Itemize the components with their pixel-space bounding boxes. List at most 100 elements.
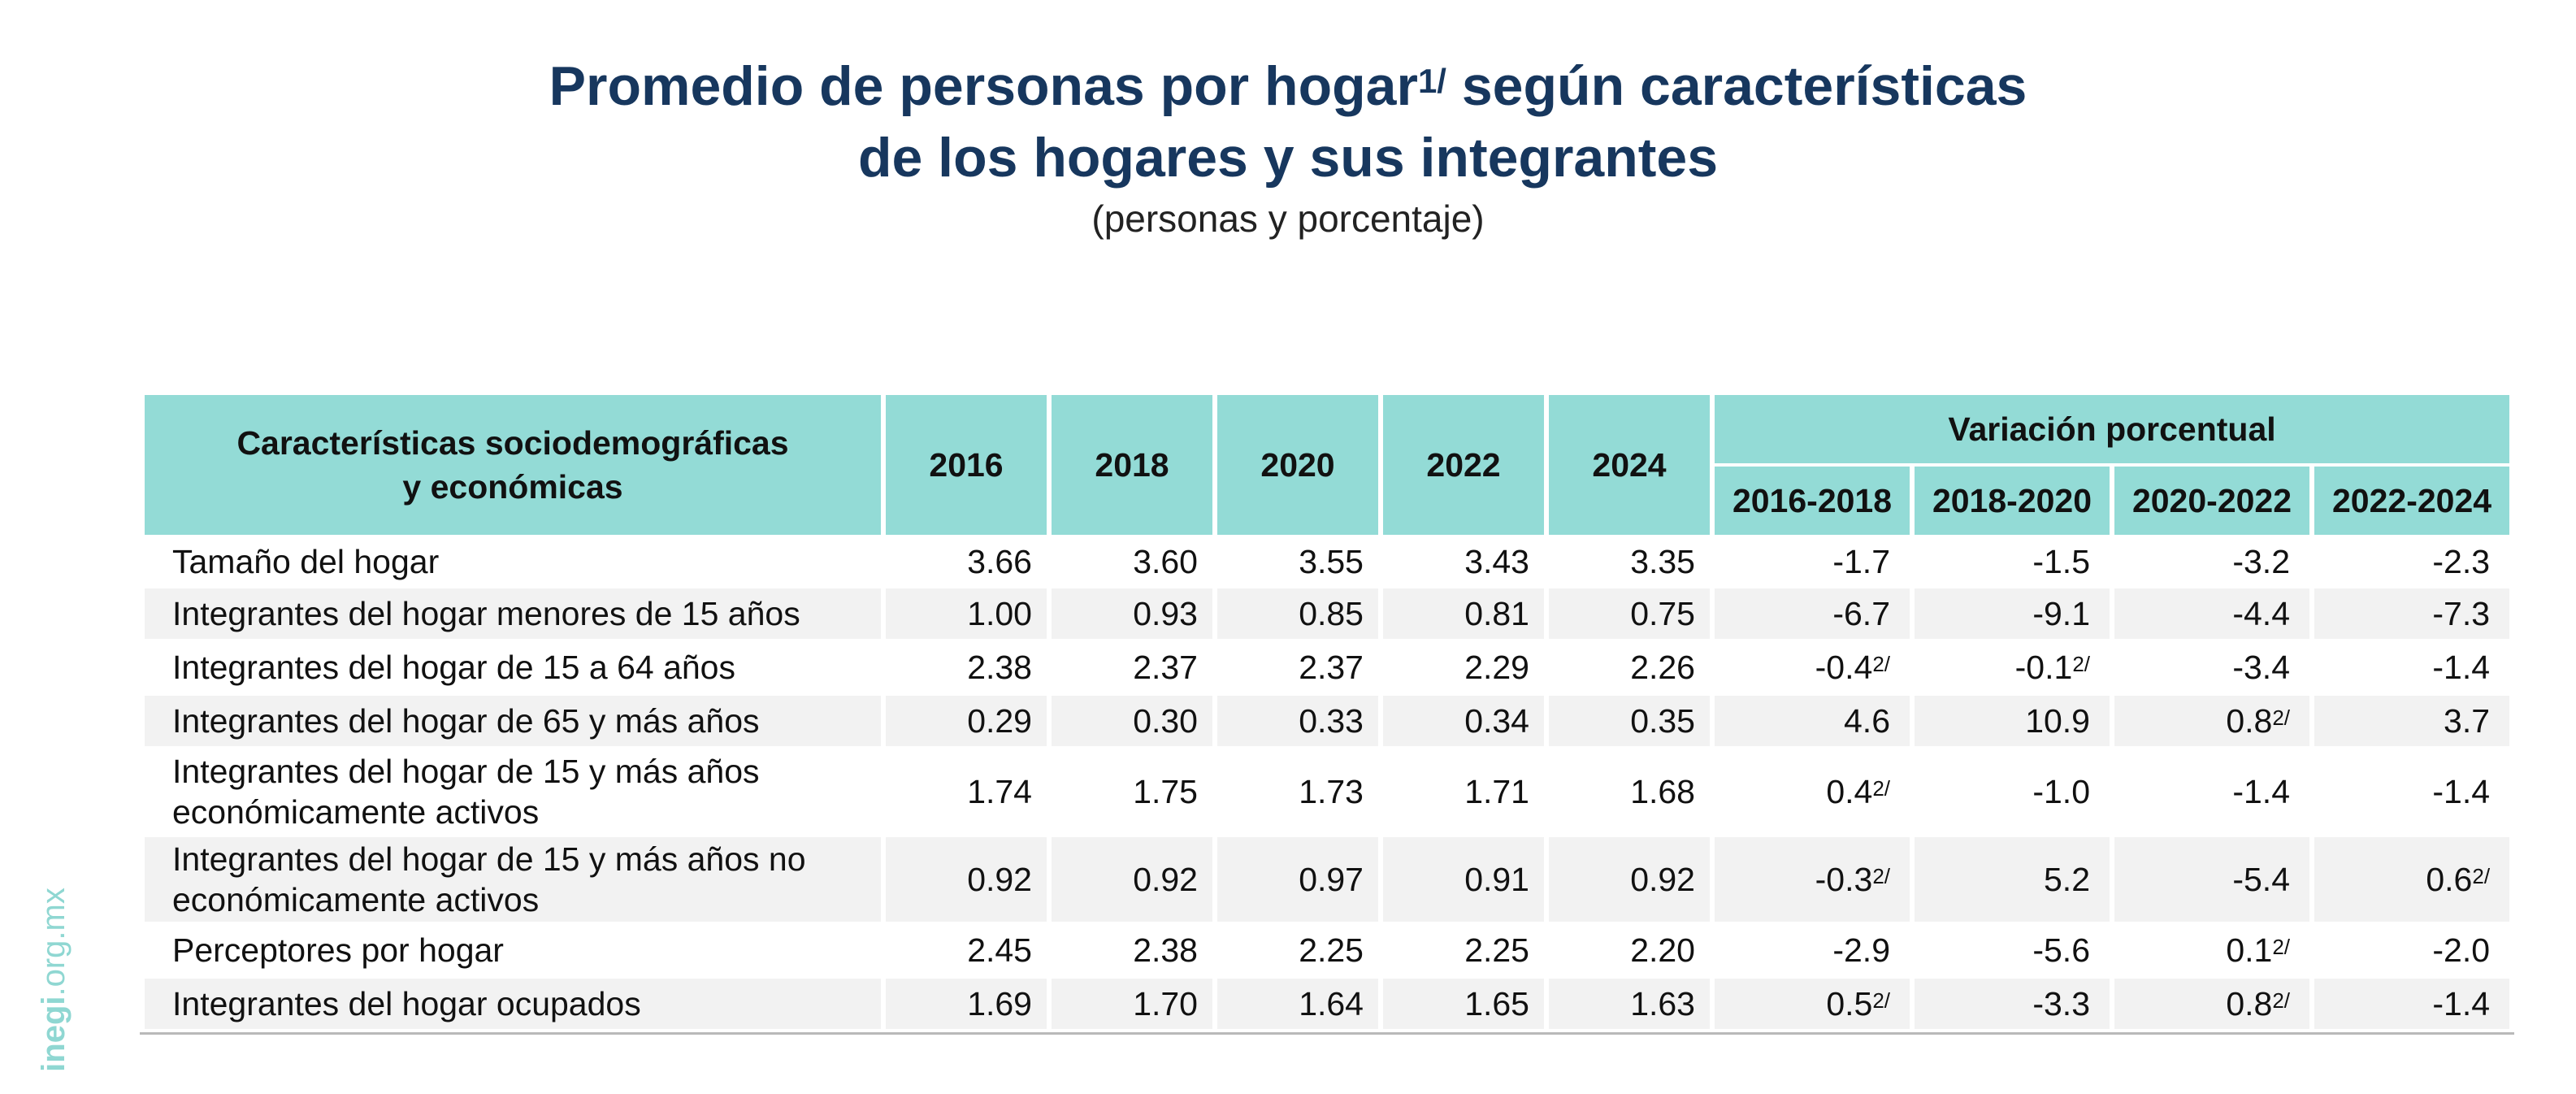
year-value-cell: 3.55 (1299, 543, 1364, 580)
variation-value-cell: -1.4 (2232, 773, 2290, 810)
variation-value-cell: -2.0 (2432, 931, 2491, 969)
row-label: Tamaño del hogar (172, 543, 440, 580)
year-value-cell: 0.30 (1052, 696, 1212, 746)
footnote-mark: 2/ (2072, 652, 2090, 676)
table-row: Perceptores por hogar 2.45 2.38 2.25 2.25 2.2… (145, 925, 2509, 975)
year-value-cell: 0.91 (1383, 837, 1544, 922)
variation-value-cell: -6.7 (1715, 588, 1910, 639)
year-value-cell: 0.75 (1549, 588, 1710, 639)
variation-value-cell: 5.2 (1915, 837, 2110, 922)
year-value-cell: 2.25 (1299, 931, 1364, 969)
year-value-cell: 2.45 (967, 931, 1032, 969)
page-subtitle: (personas y porcentaje) (1091, 198, 1485, 240)
variation-value-cell: 3.7 (2314, 696, 2510, 746)
year-value-cell: 0.34 (1383, 696, 1544, 746)
column-header-variation: Variación porcentual (1715, 395, 2510, 463)
footnote-mark: 2/ (2272, 988, 2290, 1013)
year-value-cell: 2.37 (1299, 649, 1364, 686)
year-value-cell: 0.33 (1217, 696, 1378, 746)
table-row: Integrantes del hogar ocupados 1.69 1.70 1.… (145, 979, 2510, 1029)
year-value-cell: 3.60 (1133, 543, 1198, 580)
column-header-year: 2016 (886, 395, 1047, 535)
column-header-period: 2016-2018 (1715, 467, 1910, 535)
year-value-cell: 2.20 (1630, 931, 1695, 969)
variation-value-cell: -9.1 (1915, 588, 2110, 639)
year-value-cell: 1.69 (886, 979, 1047, 1029)
table-row: Integrantes del hogar de 15 y más años n… (145, 837, 2510, 922)
page-title-line-1: Promedio de personas por hogar1/ según c… (549, 55, 2027, 117)
footnote-mark: 2/ (2272, 705, 2290, 730)
variation-value-cell: -2.9 (1832, 931, 1890, 969)
row-label: Integrantes del hogar menores de 15 años (145, 588, 881, 639)
year-value-cell: 1.63 (1549, 979, 1710, 1029)
column-header-characteristics: Características sociodemográficas y econ… (145, 395, 881, 535)
row-label: Integrantes del hogar de 65 y más años (145, 696, 881, 746)
variation-value-cell: -1.0 (2032, 773, 2090, 810)
variation-value-cell: -1.4 (2432, 649, 2491, 686)
year-value-cell: 1.70 (1052, 979, 1212, 1029)
footnote-mark: 2/ (2472, 864, 2491, 888)
year-value-cell: 2.37 (1133, 649, 1198, 686)
year-value-cell: 0.81 (1383, 588, 1544, 639)
variation-value-cell: 0.82/ (2114, 979, 2309, 1029)
table-row: Integrantes del hogar menores de 15 años… (145, 588, 2510, 639)
year-value-cell: 0.85 (1217, 588, 1378, 639)
variation-value-cell: 4.6 (1715, 696, 1910, 746)
data-table: Características sociodemográficas y econ… (140, 392, 2515, 1035)
year-value-cell: 2.25 (1464, 931, 1529, 969)
year-value-cell: 1.00 (886, 588, 1047, 639)
row-label: Integrantes del hogar ocupados (145, 979, 881, 1029)
title-block: Promedio de personas por hogar1/ según c… (0, 50, 2576, 242)
year-value-cell: 0.35 (1549, 696, 1710, 746)
variation-value-cell: -1.4 (2314, 979, 2510, 1029)
variation-value-cell: -0.32/ (1715, 837, 1910, 922)
footnote-mark: 2/ (1872, 988, 1890, 1013)
footnote-mark: 2/ (1872, 652, 1890, 676)
year-value-cell: 0.93 (1052, 588, 1212, 639)
year-value-cell: 0.29 (886, 696, 1047, 746)
column-header-year: 2018 (1052, 395, 1212, 535)
variation-value-cell: -0.12/ (2014, 649, 2090, 686)
row-label: Perceptores por hogar (172, 931, 504, 969)
table-row: Integrantes del hogar de 15 a 64 años 2.3… (145, 642, 2509, 692)
inegi-url-watermark: inegi.org.mx (35, 888, 72, 1072)
variation-value-cell: -5.4 (2114, 837, 2309, 922)
year-value-cell: 3.35 (1630, 543, 1695, 580)
year-value-cell: 2.38 (967, 649, 1032, 686)
variation-value-cell: -3.2 (2232, 543, 2290, 580)
year-value-cell: 1.71 (1464, 773, 1529, 810)
year-value-cell: 1.68 (1630, 773, 1695, 810)
year-value-cell: 0.92 (886, 837, 1047, 922)
variation-value-cell: -3.4 (2232, 649, 2290, 686)
variation-value-cell: 0.62/ (2314, 837, 2510, 922)
footnote-mark: 2/ (1872, 776, 1890, 801)
variation-value-cell: 0.42/ (1826, 773, 1890, 810)
column-header-period: 2020-2022 (2114, 467, 2309, 535)
variation-value-cell: -2.3 (2432, 543, 2491, 580)
title-footnote-mark: 1/ (1417, 62, 1446, 100)
year-value-cell: 1.65 (1383, 979, 1544, 1029)
year-value-cell: 0.97 (1217, 837, 1378, 922)
year-value-cell: 1.75 (1133, 773, 1198, 810)
column-header-year: 2022 (1383, 395, 1544, 535)
table-row: Integrantes del hogar de 15 y más años ec… (145, 749, 2509, 834)
column-header-period: 2018-2020 (1915, 467, 2110, 535)
variation-value-cell: -5.6 (2032, 931, 2090, 969)
variation-value-cell: -1.5 (2032, 543, 2090, 580)
row-label: Integrantes del hogar de 15 y más años ec… (172, 753, 760, 831)
year-value-cell: 1.64 (1217, 979, 1378, 1029)
variation-value-cell: 0.52/ (1715, 979, 1910, 1029)
variation-value-cell: 0.82/ (2114, 696, 2309, 746)
row-label: Integrantes del hogar de 15 a 64 años (172, 649, 735, 686)
table-header: Características sociodemográficas y econ… (145, 395, 2510, 535)
variation-value-cell: -0.42/ (1815, 649, 1890, 686)
row-label: Integrantes del hogar de 15 y más años n… (145, 837, 881, 922)
footnote-mark: 2/ (1872, 864, 1890, 888)
variation-value-cell: -1.4 (2432, 773, 2491, 810)
year-value-cell: 1.73 (1299, 773, 1364, 810)
year-value-cell: 3.66 (967, 543, 1032, 580)
table-row: Tamaño del hogar 3.66 3.60 3.55 3.43 3.35 -1.7… (145, 538, 2509, 585)
variation-value-cell: -4.4 (2114, 588, 2309, 639)
variation-value-cell: -1.7 (1832, 543, 1890, 580)
variation-value-cell: 0.12/ (2226, 931, 2290, 969)
